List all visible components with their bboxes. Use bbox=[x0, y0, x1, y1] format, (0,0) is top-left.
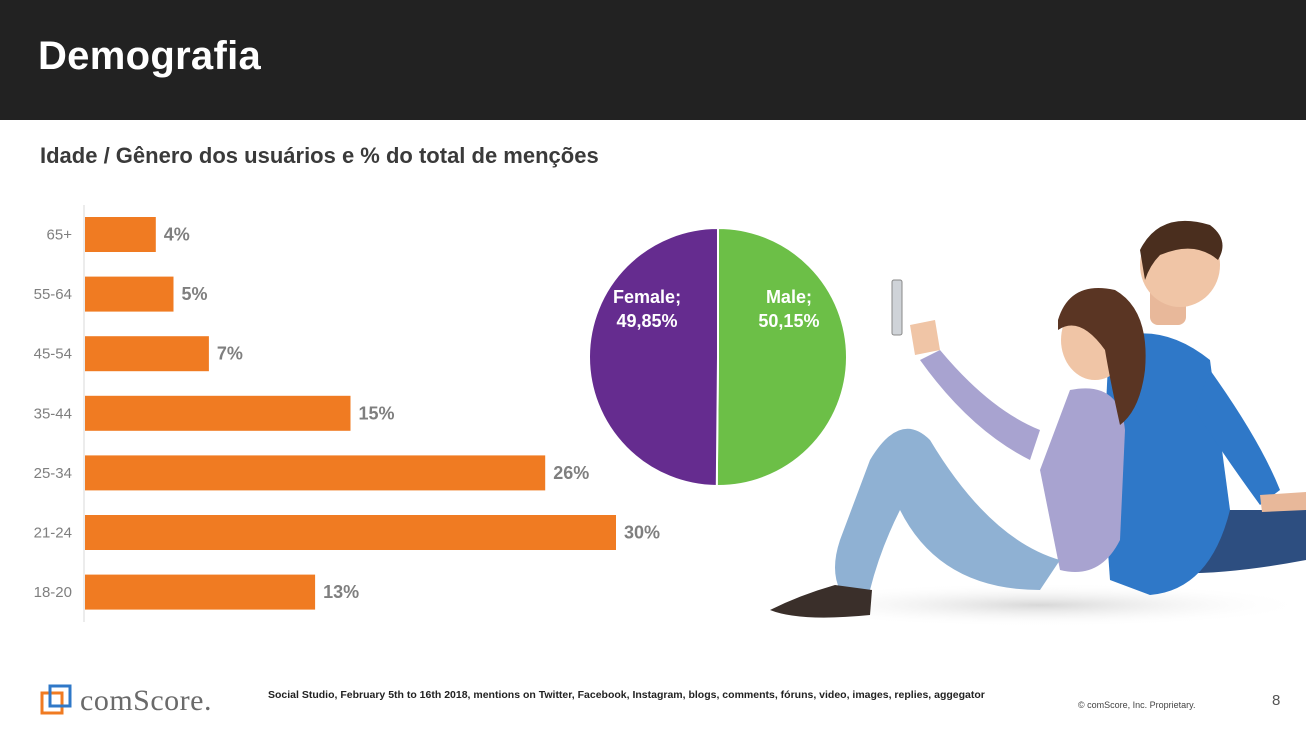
page-number: 8 bbox=[1272, 692, 1281, 709]
bar-category-label: 55-64 bbox=[34, 286, 72, 303]
bar-value-label: 15% bbox=[359, 403, 395, 423]
chart-subtitle: Idade / Gênero dos usuários e % do total… bbox=[40, 143, 599, 168]
bar-value-label: 5% bbox=[182, 284, 208, 304]
comscore-logo-text: comScore. bbox=[80, 684, 212, 717]
bar-category-label: 65+ bbox=[47, 227, 73, 244]
bar-value-label: 13% bbox=[323, 582, 359, 602]
bar bbox=[85, 395, 351, 431]
slide-title: Demografia bbox=[38, 34, 262, 78]
bar bbox=[85, 455, 546, 491]
bar bbox=[85, 515, 616, 550]
floor-shadow bbox=[770, 583, 1306, 627]
gender-pie-chart: Male; 50,15% Female; 49,85% bbox=[588, 226, 848, 488]
pie-slice-label: Female; 49,85% bbox=[613, 287, 681, 331]
copyright-notice: © comScore, Inc. Proprietary. bbox=[1078, 700, 1196, 710]
bar-value-label: 26% bbox=[553, 463, 589, 483]
bar-category-label: 35-44 bbox=[34, 405, 72, 422]
bar bbox=[85, 217, 156, 252]
bar-category-label: 21-24 bbox=[34, 525, 72, 542]
bar bbox=[85, 574, 316, 610]
woman-figure bbox=[770, 279, 1146, 618]
pie-slice-male bbox=[715, 226, 848, 487]
bar bbox=[85, 276, 174, 312]
bar-category-label: 45-54 bbox=[34, 346, 72, 363]
slide-header: Demografia bbox=[0, 0, 1306, 120]
comscore-logo-icon bbox=[40, 684, 72, 715]
pie-slice-female bbox=[588, 226, 719, 488]
bar-value-label: 7% bbox=[217, 344, 243, 364]
couple-illustration bbox=[770, 220, 1306, 627]
age-bar-chart: 65+ 4% 55-64 5% 45-54 7% 35-44 15% 25-34 26% 21-24… bbox=[34, 205, 660, 622]
man-figure bbox=[1105, 220, 1306, 595]
source-footnote: Social Studio, February 5th to 16th 2018… bbox=[268, 689, 985, 701]
pie-slice-label: Male; 50,15% bbox=[758, 287, 819, 331]
bar-category-label: 25-34 bbox=[34, 465, 72, 482]
bar-category-label: 18-20 bbox=[34, 584, 72, 601]
bar-value-label: 30% bbox=[624, 523, 660, 543]
bar bbox=[85, 336, 209, 372]
bar-value-label: 4% bbox=[164, 225, 190, 245]
